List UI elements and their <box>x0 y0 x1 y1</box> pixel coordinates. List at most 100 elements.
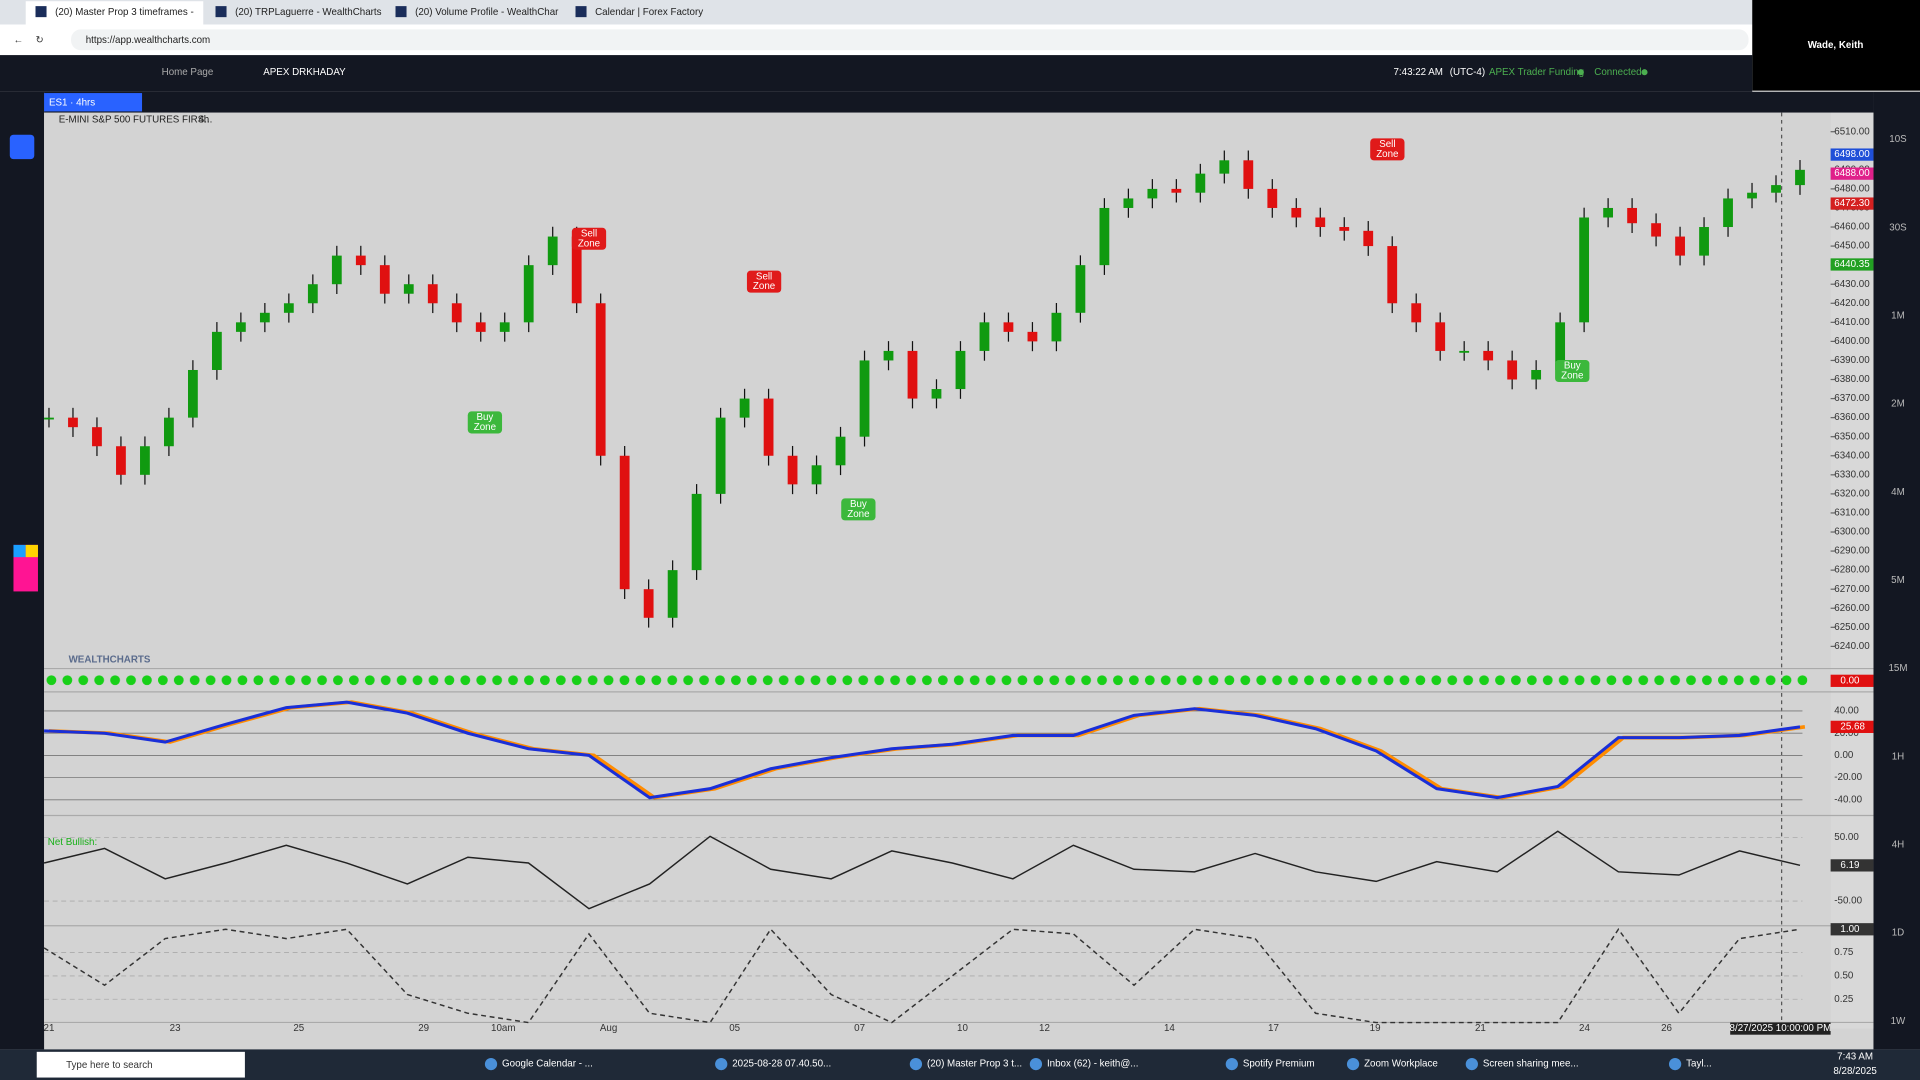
axis-tick-label: 0.25 <box>1834 994 1854 1005</box>
tab-title[interactable]: (20) Volume Profile - WealthChar <box>415 7 559 18</box>
app-icon <box>1225 1057 1238 1071</box>
clock: 7:43:22 AM <box>1393 67 1442 78</box>
search-text[interactable]: Type here to search <box>66 1060 152 1071</box>
time-label: 12 <box>1039 1023 1050 1034</box>
app-header <box>0 55 1753 92</box>
taskbar-app[interactable]: Spotify Premium <box>1243 1059 1315 1070</box>
cursor-tag <box>1730 1022 1831 1035</box>
timeframe[interactable]: 4H <box>1892 839 1905 850</box>
taskbar <box>0 1049 1920 1080</box>
app-icon <box>484 1057 498 1071</box>
timeframe[interactable]: 15M <box>1888 663 1907 674</box>
taskbar-app[interactable]: Inbox (62) - keith@... <box>1047 1059 1138 1070</box>
axis-tick-label: 0.75 <box>1834 947 1854 958</box>
candle <box>787 455 798 485</box>
header-tab[interactable]: Home Page <box>162 67 214 78</box>
candle <box>1675 236 1685 256</box>
candle <box>619 455 630 590</box>
color-swatch[interactable] <box>25 544 38 558</box>
status: Connected <box>1594 67 1641 78</box>
taskbar-app[interactable]: 2025-08-28 07.40.50... <box>732 1059 831 1070</box>
price-tick-label: 6430.00 <box>1834 279 1870 290</box>
taskbar-app[interactable]: Zoom Workplace <box>1364 1059 1438 1070</box>
tab-title[interactable]: Calendar | Forex Factory <box>595 7 703 18</box>
timeframe[interactable]: 1M <box>1891 311 1905 322</box>
value-tag <box>1830 923 1874 936</box>
candle <box>1195 173 1206 193</box>
price-tick-label: 6390.00 <box>1834 355 1870 366</box>
price-tick-label: 6270.00 <box>1834 584 1870 595</box>
candle <box>931 389 942 399</box>
axis-tick-label: -20.00 <box>1834 772 1862 783</box>
instrument: E-MINI S&P 500 FUTURES FIRS... <box>59 115 213 126</box>
trend_pane-line <box>43 927 1801 1024</box>
url-field[interactable] <box>71 29 1749 51</box>
reload-button[interactable]: ↻ <box>36 35 44 46</box>
candle <box>643 589 654 618</box>
value-tag-label: 0.00 <box>1840 675 1860 686</box>
price-tag <box>1830 148 1874 161</box>
candle <box>1555 322 1566 370</box>
candle <box>211 331 222 370</box>
candle <box>499 322 510 332</box>
axis-tick-label: 40.00 <box>1834 706 1859 717</box>
timeframe[interactable]: 1H <box>1892 751 1905 762</box>
tab-title[interactable]: (20) Master Prop 3 timeframes - <box>55 7 194 18</box>
candle <box>979 322 990 351</box>
symbol-tab[interactable] <box>44 93 143 112</box>
time-label: 10 <box>957 1023 968 1034</box>
price-tick-label: 6290.00 <box>1834 546 1870 557</box>
status-dot <box>1641 69 1648 76</box>
candle <box>811 465 822 485</box>
candle <box>1291 207 1302 218</box>
zone-label: Sell <box>581 228 597 239</box>
add-button[interactable] <box>9 134 35 160</box>
taskbar-app[interactable]: Tayl... <box>1686 1059 1712 1070</box>
axis-tick-label: -40.00 <box>1834 794 1862 805</box>
net-bullish-label: Net Bullish: <box>48 837 97 848</box>
candle <box>1051 312 1062 342</box>
timeframe[interactable]: 10S <box>1889 134 1907 145</box>
signal-dots <box>44 673 1808 687</box>
price-tick-label: 6330.00 <box>1834 469 1870 480</box>
zone-label: Buy <box>476 412 493 423</box>
symbol-tab-label[interactable]: ES1 · 4hrs <box>49 97 95 108</box>
color-swatch[interactable] <box>13 544 26 558</box>
timeframe[interactable]: 5M <box>1891 575 1905 586</box>
zone-badge <box>1555 360 1590 383</box>
zone-badge <box>1370 138 1405 161</box>
timeframe[interactable]: 2M <box>1891 399 1905 410</box>
zone-label: Sell <box>756 271 772 282</box>
account[interactable]: APEX Trader Funding <box>1489 67 1584 78</box>
back-button[interactable]: ← <box>13 35 23 46</box>
candle <box>1099 207 1110 266</box>
candle <box>1243 160 1254 189</box>
candle <box>331 255 342 285</box>
chart-area <box>44 112 1831 1029</box>
taskbar-app[interactable]: Screen sharing mee... <box>1483 1059 1579 1070</box>
candle <box>164 417 174 447</box>
timeframe[interactable]: 1W <box>1891 1016 1906 1027</box>
timezone: (UTC-4) <box>1450 67 1485 78</box>
candle <box>475 322 486 332</box>
timeframe[interactable]: 4M <box>1891 487 1905 498</box>
timeframe[interactable]: 30S <box>1889 222 1907 233</box>
app-icon <box>1346 1057 1360 1071</box>
tab-strip <box>0 0 1920 25</box>
time-label: 07 <box>854 1023 865 1034</box>
taskbar-app[interactable]: Google Calendar - ... <box>502 1059 593 1070</box>
candle <box>1579 217 1590 323</box>
active-tab[interactable] <box>25 1 204 25</box>
candle <box>1003 322 1014 332</box>
timeframe[interactable]: 1D <box>1892 928 1905 939</box>
price-tick-label: 6400.00 <box>1834 336 1870 347</box>
axis-tick-label: -50.00 <box>1834 896 1862 907</box>
user-name: Wade, Keith <box>1808 40 1864 51</box>
header-tab[interactable]: APEX DRKHADAY <box>263 67 346 78</box>
zone-badge <box>467 411 503 434</box>
search-box[interactable] <box>36 1051 245 1078</box>
tab-title[interactable]: (20) TRPLaguerre - WealthCharts <box>235 7 382 18</box>
candle <box>1507 360 1518 380</box>
taskbar-app[interactable]: (20) Master Prop 3 t... <box>927 1059 1022 1070</box>
